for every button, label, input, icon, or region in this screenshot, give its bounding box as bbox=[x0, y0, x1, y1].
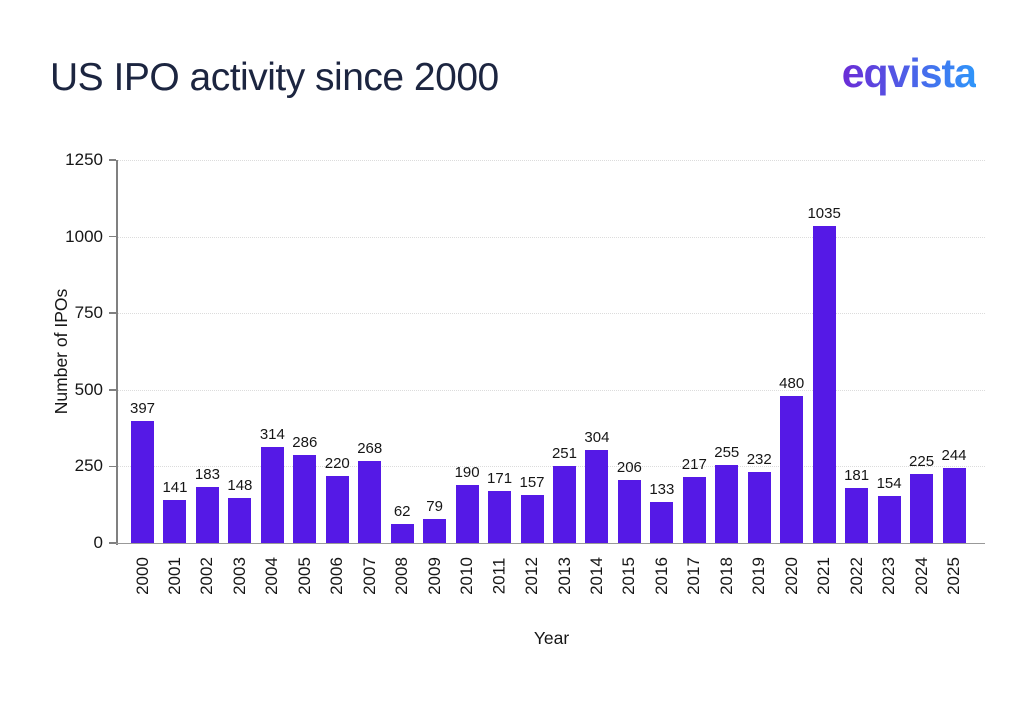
bar-value-label-2021: 1035 bbox=[807, 204, 841, 222]
bar-value-label-2014: 304 bbox=[584, 428, 610, 446]
bar-2021 bbox=[812, 225, 836, 543]
x-tick-label-2025: 2025 bbox=[943, 557, 963, 595]
bar-value-label-2000: 397 bbox=[129, 400, 156, 418]
bar-2018 bbox=[715, 464, 739, 543]
bar-2023 bbox=[877, 495, 901, 543]
bar-2015 bbox=[617, 479, 641, 543]
bar-2016 bbox=[650, 502, 674, 543]
bar-value-label-2006: 220 bbox=[324, 454, 350, 472]
bar-2024 bbox=[910, 474, 934, 543]
gridline-750 bbox=[118, 313, 985, 315]
bar-2005 bbox=[293, 455, 317, 543]
bar-value-label-2017: 217 bbox=[681, 455, 707, 473]
bar-2017 bbox=[682, 476, 706, 543]
bar-2020 bbox=[780, 395, 804, 543]
bar-value-label-2009: 79 bbox=[426, 497, 443, 515]
gridline-1250 bbox=[118, 160, 985, 161]
bar-value-label-2016: 133 bbox=[649, 481, 675, 499]
bar-value-label-2012: 157 bbox=[519, 473, 545, 491]
gridline-1000 bbox=[118, 236, 985, 238]
y-tick-mark-500 bbox=[109, 389, 116, 391]
x-axis-line bbox=[116, 542, 985, 544]
bar-value-label-2005: 286 bbox=[292, 434, 318, 452]
bar-2025 bbox=[942, 468, 966, 543]
bar-2007 bbox=[358, 460, 382, 543]
bar-2001 bbox=[163, 499, 187, 543]
bar-2011 bbox=[488, 490, 512, 543]
bar-value-label-2004: 314 bbox=[259, 425, 285, 443]
y-tick-label-1250: 1250 bbox=[65, 150, 103, 169]
bar-2022 bbox=[845, 487, 869, 543]
y-tick-label-750: 750 bbox=[74, 303, 103, 323]
eqvista-logo: eqvista bbox=[841, 50, 977, 96]
y-tick-label-500: 500 bbox=[74, 379, 103, 399]
bar-value-label-2011: 171 bbox=[487, 469, 513, 487]
y-tick-mark-250 bbox=[109, 465, 116, 468]
page-title: US IPO activity since 2000 bbox=[50, 56, 499, 99]
y-tick-label-0: 0 bbox=[93, 533, 103, 552]
bar-value-label-2007: 268 bbox=[357, 439, 383, 457]
bar-2010 bbox=[455, 484, 479, 543]
gridline-250 bbox=[118, 466, 985, 468]
bar-value-label-2003: 148 bbox=[227, 476, 253, 494]
bar-2008 bbox=[390, 524, 414, 543]
bar-value-label-2020: 480 bbox=[779, 374, 805, 392]
bar-value-label-2008: 62 bbox=[393, 503, 411, 520]
y-tick-mark-1250 bbox=[109, 159, 116, 161]
bar-2009 bbox=[423, 518, 447, 543]
bar-2019 bbox=[747, 471, 771, 543]
bar-2003 bbox=[228, 497, 252, 543]
bar-2013 bbox=[552, 466, 576, 543]
bar-value-label-2010: 190 bbox=[454, 463, 480, 481]
bar-2012 bbox=[520, 494, 544, 543]
bar-value-label-2001: 141 bbox=[162, 478, 188, 496]
y-axis-line bbox=[116, 160, 118, 545]
y-axis-title: Number of IPOs bbox=[48, 160, 76, 543]
y-tick-mark-0 bbox=[109, 542, 116, 544]
bar-2004 bbox=[260, 446, 284, 543]
bar-2000 bbox=[131, 421, 154, 543]
bar-chart-plot-area: 0 250 500 750 1000 1250 397 2000 141 2001 183 2002 1… bbox=[65, 150, 985, 595]
bar-2006 bbox=[325, 475, 349, 543]
bar-value-label-2002: 183 bbox=[194, 465, 220, 483]
bar-value-label-2013: 251 bbox=[551, 445, 577, 463]
bar-2002 bbox=[195, 486, 219, 543]
bar-2014 bbox=[585, 449, 609, 543]
bar-value-label-2018: 255 bbox=[714, 443, 740, 461]
y-axis-title-label: Number of IPOs bbox=[51, 288, 72, 415]
y-tick-mark-750 bbox=[109, 312, 116, 314]
gridline-500 bbox=[118, 389, 985, 391]
bar-value-label-2015: 206 bbox=[616, 458, 642, 476]
bar-value-label-2025: 244 bbox=[941, 447, 967, 465]
bar-value-label-2023: 154 bbox=[876, 474, 902, 492]
bar-value-label-2019: 232 bbox=[746, 450, 772, 468]
x-axis-title: Year bbox=[533, 628, 570, 648]
bar-value-label-2022: 181 bbox=[844, 466, 870, 484]
bar-value-label-2024: 225 bbox=[909, 453, 935, 471]
y-tick-label-1000: 1000 bbox=[65, 226, 103, 246]
y-tick-label-250: 250 bbox=[74, 456, 103, 476]
y-tick-mark-1000 bbox=[109, 235, 116, 238]
